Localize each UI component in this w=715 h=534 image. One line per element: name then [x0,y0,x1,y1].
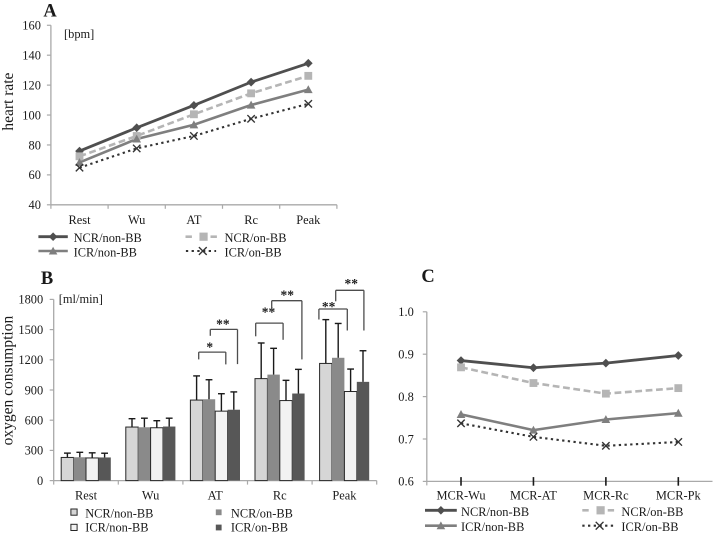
svg-text:NCR/on-BB: NCR/on-BB [621,505,683,519]
svg-text:Peak: Peak [332,489,357,503]
svg-text:120: 120 [22,78,41,92]
svg-text:Wu: Wu [128,213,145,227]
svg-text:1800: 1800 [18,293,43,307]
svg-text:ICR/on-BB: ICR/on-BB [621,520,678,534]
svg-text:600: 600 [25,414,44,428]
svg-text:Rc: Rc [273,489,287,503]
svg-text:ICR/on-BB: ICR/on-BB [231,521,288,534]
svg-text:NCR/on-BB: NCR/on-BB [231,506,293,520]
svg-text:**: ** [280,287,294,302]
svg-text:MCR-Wu: MCR-Wu [436,489,485,503]
svg-text:40: 40 [29,198,41,212]
svg-text:1.0: 1.0 [398,305,414,319]
svg-text:Wu: Wu [142,489,159,503]
svg-text:Peak: Peak [296,213,321,227]
svg-text:Rest: Rest [68,213,91,227]
svg-text:oxygen consumption: oxygen consumption [0,316,17,446]
svg-text:160: 160 [22,19,41,33]
svg-text:[ml/min]: [ml/min] [59,292,103,306]
svg-text:300: 300 [25,444,44,458]
svg-text:Rest: Rest [75,489,98,503]
svg-text:C: C [421,267,434,287]
svg-text:0: 0 [37,474,43,488]
svg-text:NCR/non-BB: NCR/non-BB [461,505,529,519]
svg-text:B: B [41,269,53,289]
svg-text:**: ** [322,299,336,314]
svg-text:ICR/non-BB: ICR/non-BB [461,520,524,534]
svg-text:AT: AT [186,213,202,227]
svg-text:*: * [206,340,213,355]
svg-text:ICR/non-BB: ICR/non-BB [85,521,148,534]
svg-text:0.8: 0.8 [398,390,414,404]
svg-text:NCR/on-BB: NCR/on-BB [225,231,287,245]
svg-text:NCR/non-BB: NCR/non-BB [85,506,153,520]
svg-text:0.6: 0.6 [398,475,414,489]
svg-text:A: A [43,2,57,22]
svg-text:Rc: Rc [244,213,258,227]
svg-text:900: 900 [25,383,44,397]
svg-text:0.7: 0.7 [398,432,414,446]
svg-text:ICR/non-BB: ICR/non-BB [74,246,137,260]
svg-text:140: 140 [22,49,41,63]
svg-text:**: ** [216,317,230,332]
svg-text:ICR/on-BB: ICR/on-BB [225,246,282,260]
svg-text:80: 80 [29,138,41,152]
svg-text:AT: AT [208,489,224,503]
svg-text:100: 100 [22,108,41,122]
svg-text:**: ** [262,305,276,320]
svg-text:MCR-Rc: MCR-Rc [583,489,629,503]
svg-text:[bpm]: [bpm] [64,27,94,41]
svg-text:60: 60 [29,168,41,182]
svg-text:1500: 1500 [18,323,43,337]
svg-text:MCR-AT: MCR-AT [510,489,557,503]
svg-text:NCR/non-BB: NCR/non-BB [74,231,142,245]
svg-text:MCR-Pk: MCR-Pk [656,489,702,503]
svg-text:0.9: 0.9 [398,348,414,362]
svg-text:heart rate: heart rate [0,72,17,130]
svg-text:**: ** [345,276,359,291]
svg-text:1200: 1200 [18,353,43,367]
